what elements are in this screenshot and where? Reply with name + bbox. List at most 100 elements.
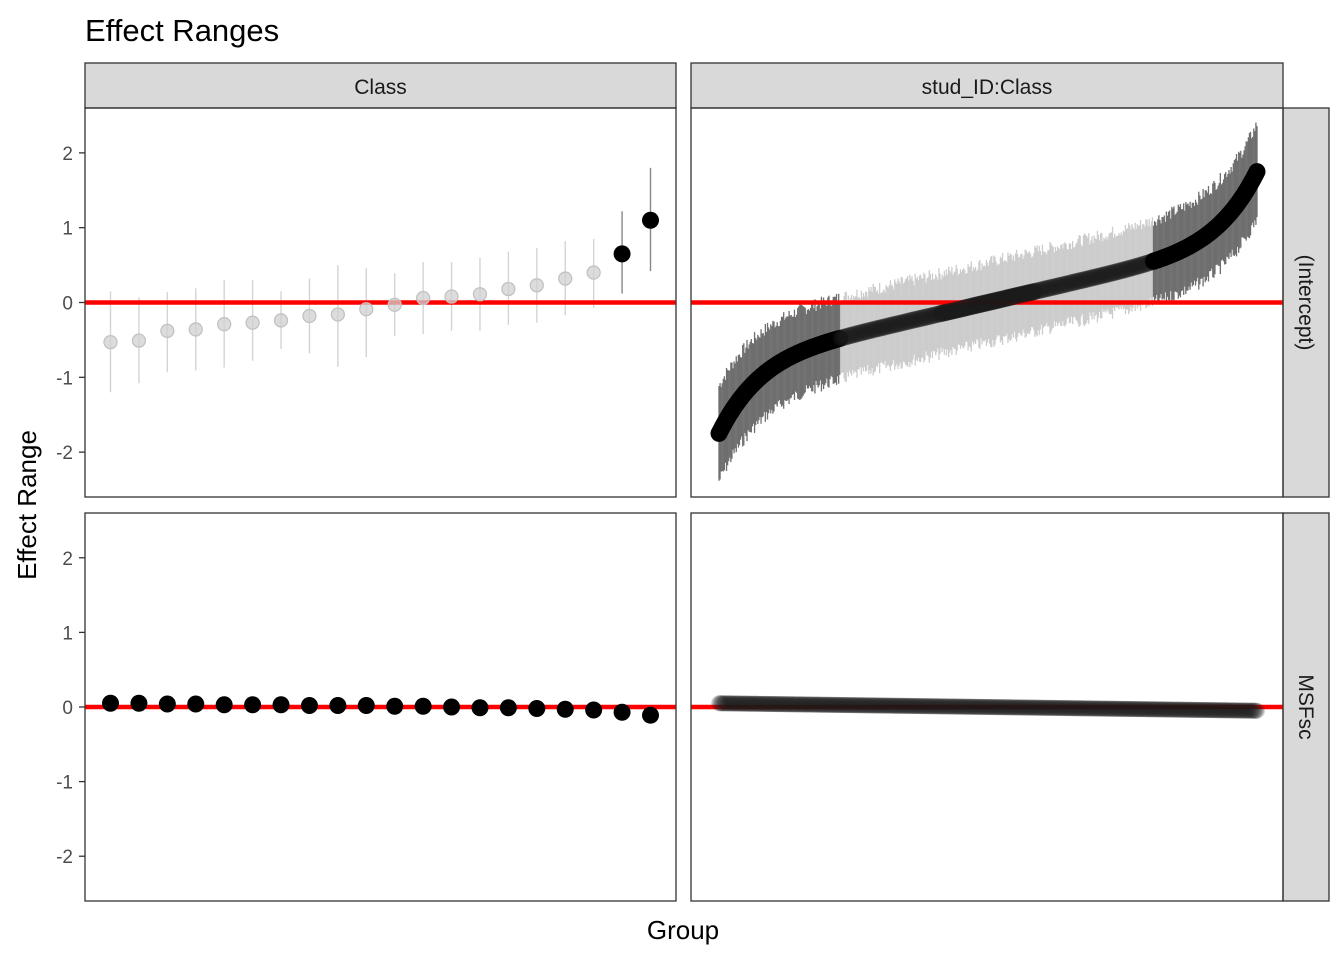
effect-point [1011, 286, 1029, 304]
effect-point [1113, 261, 1131, 279]
effect-point [1040, 279, 1058, 297]
effect-point [188, 322, 203, 337]
effect-point [1158, 701, 1175, 718]
effect-point [765, 696, 782, 713]
effect-point [952, 300, 970, 318]
effect-point [841, 697, 858, 714]
effect-point [1232, 702, 1249, 719]
effect-point [1049, 277, 1067, 295]
effect-point [833, 696, 850, 713]
effect-point [1100, 700, 1117, 717]
effect-point [1105, 700, 1122, 717]
effect-point [642, 706, 659, 724]
y-tick-label: 0 [62, 698, 73, 719]
effect-point [896, 697, 913, 714]
effect-point [877, 697, 894, 714]
effect-point [795, 696, 812, 713]
effect-point [217, 317, 232, 332]
effect-point [1121, 259, 1139, 277]
effect-point [1076, 700, 1093, 717]
effect-point [973, 295, 991, 313]
effect-point [1027, 699, 1044, 716]
effect-point [835, 328, 853, 346]
effect-point [999, 699, 1016, 716]
effect-point [991, 699, 1008, 716]
effect-point [1124, 258, 1142, 276]
effect-point [1188, 701, 1205, 718]
effect-point [876, 318, 894, 336]
effect-point [1106, 263, 1124, 281]
effect-point [976, 294, 994, 312]
effect-point [974, 295, 992, 313]
effect-point [1005, 287, 1023, 305]
effect-point [960, 698, 977, 715]
effect-point [956, 698, 973, 715]
effect-point [1044, 278, 1062, 296]
effect-point [1009, 699, 1026, 716]
effect-point [934, 304, 952, 322]
effect-point [867, 320, 885, 338]
effect-point [898, 313, 916, 331]
effect-point [937, 303, 955, 321]
effect-point [850, 697, 867, 714]
effect-point [1008, 699, 1025, 716]
effect-point [911, 698, 928, 715]
effect-point [948, 698, 965, 715]
effect-point [984, 292, 1002, 310]
effect-point [1201, 702, 1218, 719]
y-tick-label: 0 [62, 294, 73, 315]
effect-point [804, 696, 821, 713]
effect-point [788, 696, 805, 713]
effect-point [1248, 163, 1266, 181]
effect-point [529, 278, 544, 293]
effect-point [1165, 701, 1182, 718]
effect-point [1068, 700, 1085, 717]
effect-point [300, 697, 318, 715]
effect-point [1226, 702, 1243, 719]
effect-point [1022, 283, 1040, 301]
effect-point [1021, 284, 1039, 302]
effect-point [949, 698, 966, 715]
effect-point [757, 695, 774, 712]
effect-point [1246, 702, 1263, 719]
effect-point [852, 697, 869, 714]
effect-point [1126, 258, 1144, 276]
effect-point [1159, 701, 1176, 718]
y-tick-label: -2 [56, 443, 73, 464]
effect-point [1163, 701, 1180, 718]
effect-point [1238, 702, 1255, 719]
effect-point [1239, 702, 1256, 719]
effect-point [977, 698, 994, 715]
effect-point [915, 698, 932, 715]
effect-point [1082, 269, 1100, 287]
effect-point [794, 696, 811, 713]
effect-point [960, 298, 978, 316]
effect-point [818, 696, 835, 713]
effect-point [499, 699, 517, 717]
effect-point [726, 695, 743, 712]
effect-point [906, 311, 924, 329]
effect-point [1148, 701, 1165, 718]
effect-point [966, 297, 984, 315]
effect-point [947, 301, 965, 319]
effect-point [885, 316, 903, 334]
effect-point [941, 698, 958, 715]
effect-point [775, 696, 792, 713]
effect-point [806, 696, 823, 713]
effect-point [359, 302, 374, 317]
effect-point [1132, 256, 1150, 274]
effect-point [1214, 702, 1231, 719]
effect-point [1056, 275, 1074, 293]
effect-point [1059, 700, 1076, 717]
effect-point [987, 292, 1005, 310]
effect-point [1123, 700, 1140, 717]
effect-point [729, 695, 746, 712]
effect-point [1187, 701, 1204, 718]
effect-point [1024, 699, 1041, 716]
effect-point [822, 696, 839, 713]
effect-point [721, 695, 738, 712]
effect-point [1168, 701, 1185, 718]
effect-point [1010, 286, 1028, 304]
effect-point [1086, 700, 1103, 717]
effect-point [1008, 287, 1026, 305]
